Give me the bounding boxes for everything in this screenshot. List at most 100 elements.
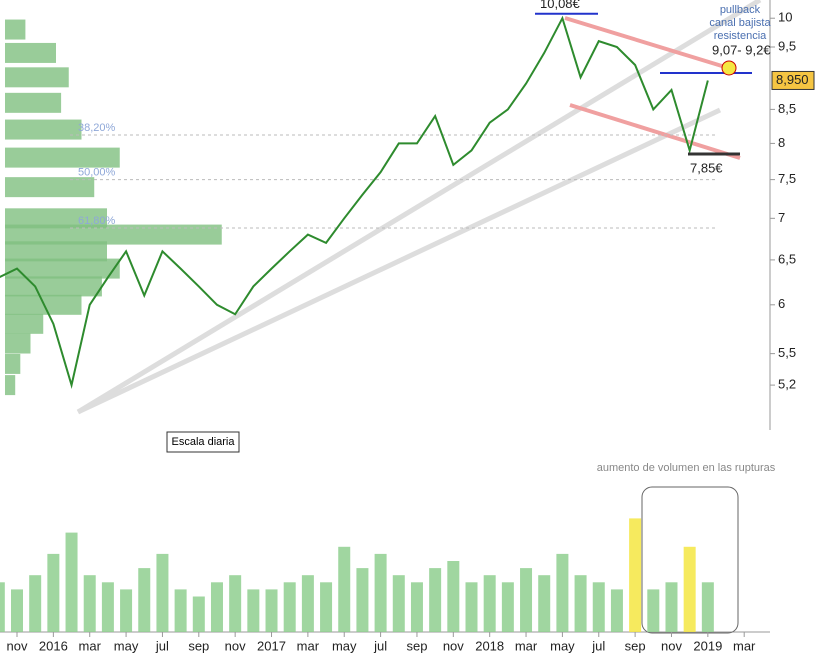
channel-line: [76, 107, 722, 415]
x-tick-label: mar: [79, 638, 102, 653]
bear-channel: [569, 103, 741, 160]
x-tick-label: jul: [155, 638, 169, 653]
volume-bar: [574, 575, 587, 632]
volume-bar: [629, 518, 642, 632]
resistance-label: 9,07- 9,2€: [712, 42, 771, 57]
volume-bar: [520, 568, 533, 632]
profile-bar: [5, 353, 21, 374]
fib-label: 50,00%: [78, 167, 116, 179]
x-tick-label: nov: [443, 638, 464, 653]
volume-bar: [647, 589, 660, 632]
profile-bar: [5, 19, 26, 40]
note: canal bajista: [709, 17, 771, 29]
note: resistencia: [714, 30, 767, 42]
y-tick-label: 5,5: [778, 345, 796, 360]
profile-bar: [5, 208, 107, 229]
x-tick-label: mar: [297, 638, 320, 653]
y-tick-label: 6: [778, 296, 785, 311]
profile-bar: [5, 276, 102, 297]
volume-bar: [683, 546, 696, 632]
volume-bar: [210, 582, 223, 632]
profile-bar: [5, 241, 107, 262]
volume-bar: [538, 575, 551, 632]
volume-bar: [665, 582, 678, 632]
profile-bar: [5, 177, 95, 198]
profile-bar: [5, 313, 44, 334]
scale-label: Escala diaria: [172, 436, 236, 448]
profile-bar: [5, 67, 69, 88]
x-tick-label: nov: [661, 638, 682, 653]
volume-bar: [174, 589, 187, 632]
x-tick-label: may: [550, 638, 575, 653]
volume-bar: [83, 575, 96, 632]
x-tick-label: 2018: [475, 638, 504, 653]
scale-box: [166, 431, 240, 453]
volume-bar: [301, 575, 314, 632]
profile-bar: [5, 119, 82, 140]
volume-bar: [320, 582, 333, 632]
x-tick-label: mar: [515, 638, 538, 653]
fib-label: 61,80%: [78, 215, 116, 227]
low-label: 7,85€: [690, 160, 723, 175]
x-tick-label: jul: [591, 638, 605, 653]
price-tag-label: 8,950: [776, 72, 809, 87]
volume-bar: [447, 561, 460, 632]
volume-bar: [374, 553, 387, 632]
volume-bar: [156, 553, 169, 632]
volume-bar: [229, 575, 242, 632]
high-label: 10,08€: [540, 0, 581, 11]
fib-label: 38,20%: [78, 122, 116, 134]
note: pullback: [720, 4, 761, 16]
profile-bar: [5, 224, 222, 245]
x-tick-label: nov: [225, 638, 246, 653]
profile-bar: [5, 42, 56, 63]
volume-bar: [610, 589, 623, 632]
volume-bar: [65, 532, 78, 632]
volume-bar: [11, 589, 23, 632]
volume-bar: [47, 553, 60, 632]
volume-bar: [29, 575, 42, 632]
bear-channel: [564, 16, 736, 72]
x-tick-label: may: [332, 638, 357, 653]
y-tick-label: 8,5: [778, 101, 796, 116]
x-tick-label: may: [114, 638, 139, 653]
price-tag: [771, 70, 815, 90]
resistance-marker: [721, 60, 737, 76]
volume-bar: [592, 582, 605, 632]
y-tick-label: 7: [778, 210, 785, 225]
channel-line: [76, 0, 762, 415]
volume-bar: [101, 582, 114, 632]
profile-bar: [5, 258, 120, 279]
volume-bar: [265, 589, 278, 632]
x-tick-label: 2019: [693, 638, 722, 653]
volume-bar: [0, 582, 5, 632]
y-tick-label: 8: [778, 135, 785, 150]
x-tick-label: sep: [188, 638, 209, 653]
volume-bar: [556, 553, 569, 632]
volume-bar: [483, 575, 496, 632]
x-tick-label: mar: [733, 638, 756, 653]
y-tick-label: 6,5: [778, 251, 796, 266]
x-tick-label: 2016: [39, 638, 68, 653]
volume-bar: [138, 568, 151, 632]
y-tick-label: 5,2: [778, 377, 796, 392]
highlight-box: [641, 486, 739, 634]
x-tick-label: nov: [7, 638, 28, 653]
x-tick-label: sep: [625, 638, 646, 653]
x-tick-label: sep: [406, 638, 427, 653]
volume-bar: [392, 575, 405, 632]
price-line: [0, 15, 709, 390]
volume-bar: [338, 546, 351, 632]
volume-annotation: aumento de volumen en las rupturas: [597, 462, 776, 474]
y-tick-label: 9,5: [778, 38, 796, 53]
volume-bar: [356, 568, 369, 632]
volume-bar: [192, 596, 205, 632]
profile-bar: [5, 375, 16, 396]
volume-bar: [247, 589, 260, 632]
volume-bar: [429, 568, 442, 632]
y-tick-label: 7,5: [778, 171, 796, 186]
x-tick-label: jul: [373, 638, 387, 653]
volume-bar: [465, 582, 478, 632]
volume-bar: [283, 582, 296, 632]
